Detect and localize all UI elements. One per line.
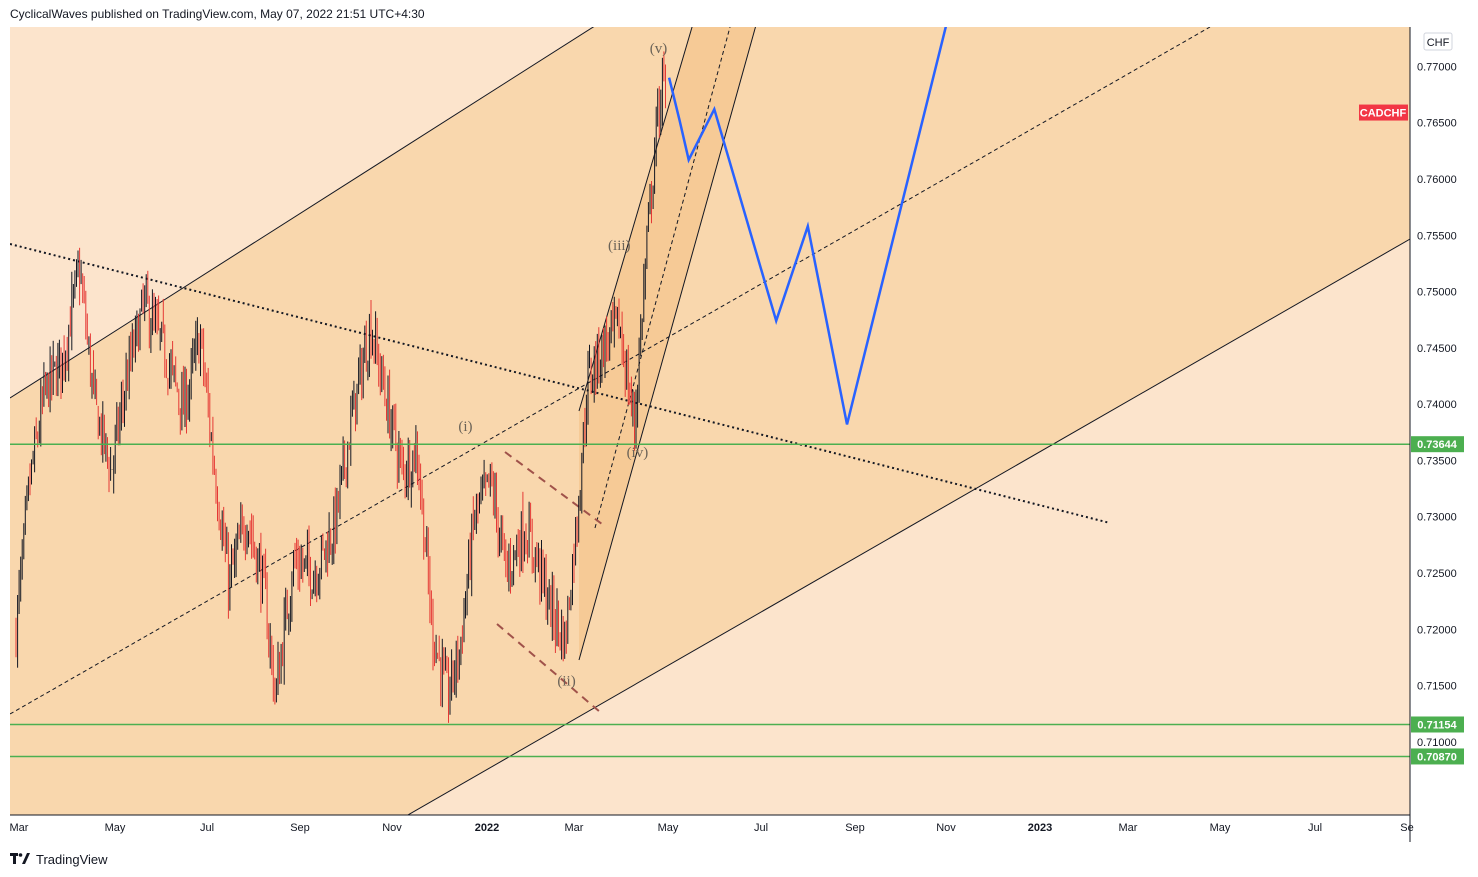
x-tick-6: Mar	[565, 822, 584, 834]
currency-badge	[1423, 32, 1453, 51]
x-tick-0: Mar	[10, 822, 29, 834]
level-tag-text-0: 0.73644	[1417, 439, 1458, 451]
y-tick-6: 0.74000	[1417, 399, 1457, 411]
x-tick-9: Sep	[845, 822, 865, 834]
y-tick-8: 0.73000	[1417, 512, 1457, 524]
price-axis[interactable]: CHF 0.770000.765000.760000.755000.750000…	[1359, 27, 1478, 842]
y-tick-12: 0.71000	[1417, 737, 1457, 749]
wave-label-1: (ii)	[557, 674, 575, 690]
x-tick-4: Nov	[382, 822, 402, 834]
plot-area: (i) (ii) (iii) (iv) (v)	[10, 27, 1410, 815]
main-channel-lower-line	[406, 238, 1410, 815]
wave-label-2: (iii)	[608, 238, 631, 254]
y-tick-7: 0.73500	[1417, 455, 1457, 467]
x-tick-12: Mar	[1119, 822, 1138, 834]
y-tick-labels: 0.77000 0.76500 0.76000 0.75500 0.75000 0.745…	[1417, 61, 1457, 748]
x-tick-11: 2023	[1028, 822, 1052, 834]
level-tag-2	[1411, 748, 1464, 765]
publisher-caption: CyclicalWaves published on TradingView.c…	[10, 7, 425, 21]
y-tick-11: 0.71500	[1417, 681, 1457, 693]
descending-trendline	[10, 243, 1111, 524]
symbol-tag	[1359, 104, 1408, 121]
main-channel-fill	[10, 27, 1410, 815]
x-tick-10: Nov	[936, 822, 956, 834]
y-tick-0: 0.77000	[1417, 61, 1457, 73]
x-tick-13: May	[1210, 822, 1231, 834]
y-tick-1: 0.76500	[1417, 118, 1457, 130]
wave-label-4: (v)	[650, 41, 668, 57]
price-tags: 0.73644 0.71154 0.70870 CADCHF	[1359, 104, 1464, 765]
main-channel-upper-line	[10, 27, 595, 399]
level-tag-1	[1411, 716, 1464, 733]
y-tick-9: 0.72500	[1417, 568, 1457, 580]
x-tick-5: 2022	[475, 822, 499, 834]
level-tag-0	[1411, 436, 1464, 453]
x-tick-labels: Mar May Jul Sep Nov 2022 Mar May Jul Sep Nov 2023 Ma…	[10, 822, 1414, 834]
x-tick-1: May	[105, 822, 126, 834]
x-tick-14: Jul	[1308, 822, 1322, 834]
time-axis[interactable]: Mar May Jul Sep Nov 2022 Mar May Jul Sep Nov 2023 Ma…	[10, 814, 1414, 834]
correction-channel-lower-line	[496, 623, 601, 713]
x-tick-3: Sep	[290, 822, 310, 834]
y-tick-4: 0.75000	[1417, 287, 1457, 299]
support-levels-layer	[10, 443, 1410, 758]
x-tick-7: May	[658, 822, 679, 834]
tradingview-footer[interactable]: TradingView	[10, 850, 108, 868]
symbol-tag-text: CADCHF	[1360, 108, 1407, 120]
y-tick-2: 0.76000	[1417, 174, 1457, 186]
tradingview-logo-icon	[10, 853, 30, 864]
y-tick-3: 0.75500	[1417, 230, 1457, 242]
currency-label: CHF	[1427, 37, 1450, 49]
y-tick-5: 0.74500	[1417, 343, 1457, 355]
wave-label-3: (iv)	[627, 445, 649, 461]
wave-projection-path	[667, 27, 948, 425]
x-tick-15: Se	[1400, 822, 1413, 834]
level-tag-text-2: 0.70870	[1417, 751, 1457, 763]
correction-channel-upper-line	[504, 451, 603, 525]
wave-labels-layer: (i) (ii) (iii) (iv) (v)	[458, 41, 667, 690]
candles-layer	[15, 51, 666, 723]
level-tag-text-1: 0.71154	[1417, 719, 1457, 731]
tradingview-brand-text: TradingView	[36, 851, 108, 867]
x-tick-8: Jul	[754, 822, 768, 834]
impulse-channel-lower-line	[578, 27, 756, 661]
wave-label-0: (i)	[458, 419, 472, 435]
y-tick-10: 0.72000	[1417, 624, 1457, 636]
x-tick-2: Jul	[200, 822, 214, 834]
